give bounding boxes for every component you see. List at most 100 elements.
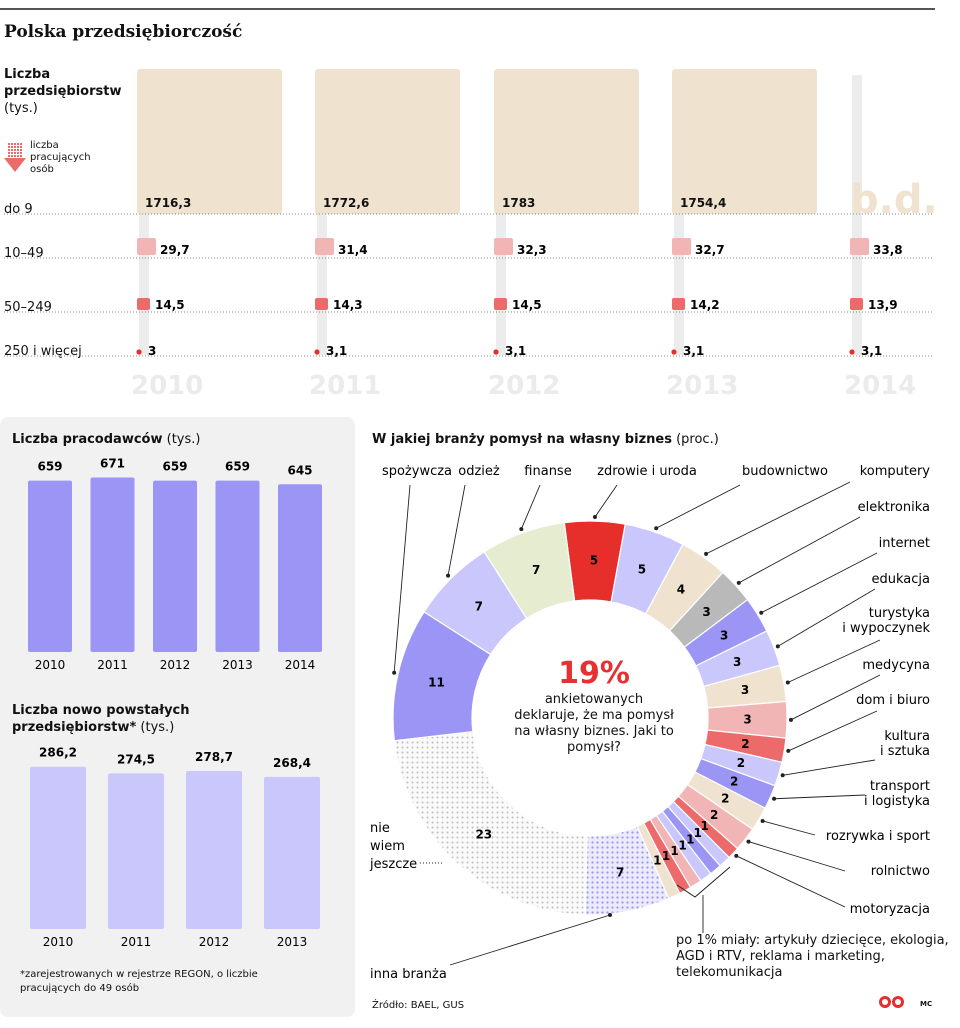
pie-value-label: 2 xyxy=(710,808,718,822)
bar-category-label: 2010 xyxy=(35,658,66,672)
new-enterprises-title: Liczba nowo powstałych przedsiębiorstw* … xyxy=(12,703,190,735)
value-label: 14,5 xyxy=(512,298,542,312)
pie-value-label: 1 xyxy=(694,826,702,840)
arrow-dot xyxy=(17,155,19,157)
year-label: 2014 xyxy=(844,371,916,401)
arrow-head xyxy=(4,158,26,172)
pie-value-label: 2 xyxy=(730,774,738,788)
size-marker xyxy=(315,298,328,310)
value-label: 3,1 xyxy=(683,344,704,358)
micro-enterprise-block xyxy=(315,69,460,214)
leader-dot xyxy=(446,573,451,578)
leader-line xyxy=(449,914,611,966)
pie-category-label: turystyka xyxy=(869,606,930,621)
pie-category-label: internet xyxy=(879,536,930,551)
size-marker xyxy=(671,349,677,355)
no-data-label: b.d. xyxy=(850,177,938,223)
arrow-dot xyxy=(20,146,22,148)
arrow-dot xyxy=(14,149,16,151)
arrow-dot xyxy=(11,155,13,157)
employer-bar xyxy=(90,477,135,652)
leader-line xyxy=(790,674,881,721)
size-marker xyxy=(314,349,320,355)
pie-value-label: 1 xyxy=(686,832,694,846)
pie-category-label: edukacja xyxy=(872,572,930,587)
leader-dot xyxy=(759,610,764,615)
leader-dot xyxy=(746,839,751,844)
pie-value-label: 1 xyxy=(653,853,661,867)
pie-category-label: spożywcza xyxy=(382,464,452,479)
top-rule xyxy=(0,8,935,10)
pie-category-label: rolnictwo xyxy=(871,864,930,879)
leader-dot xyxy=(772,796,777,801)
size-marker xyxy=(494,298,507,310)
size-marker xyxy=(493,349,499,355)
logo-icon xyxy=(879,996,904,1008)
value-label: 3,1 xyxy=(505,344,526,358)
pie-value-label: 3 xyxy=(733,655,741,669)
pie-value-label: 5 xyxy=(590,554,598,568)
size-marker xyxy=(137,298,150,310)
leader-dot xyxy=(775,644,780,649)
down-arrow-icon xyxy=(4,143,26,172)
bar-value-label: 659 xyxy=(162,460,187,474)
size-marker xyxy=(850,238,869,255)
arrow-dot xyxy=(17,149,19,151)
pie-category-label: i logistyka xyxy=(864,794,930,809)
leader-dot xyxy=(760,818,765,823)
bar-category-label: 2012 xyxy=(199,935,230,949)
micro-enterprise-block xyxy=(494,69,639,214)
arrow-dot xyxy=(14,155,16,157)
leader-line xyxy=(787,639,881,683)
pie-category-label: i wypoczynek xyxy=(842,621,930,636)
pie-slice xyxy=(483,522,576,620)
arrow-dot xyxy=(14,146,16,148)
bar-category-label: 2011 xyxy=(97,658,128,672)
bar-category-label: 2012 xyxy=(160,658,191,672)
arrow-dot xyxy=(20,152,22,154)
pie-category-label: i sztuka xyxy=(880,744,930,759)
pie-category-label: wiem xyxy=(370,839,405,854)
pie-category-label: jeszcze xyxy=(369,857,417,872)
others-note: po 1% miały: artykuły dziecięce, ekologi… xyxy=(676,933,949,980)
value-label: 1716,3 xyxy=(145,196,191,210)
row-label: do 9 xyxy=(4,202,33,217)
arrow-dot xyxy=(11,143,13,145)
bar-value-label: 671 xyxy=(100,457,125,471)
page-title: Polska przedsiębiorczość xyxy=(4,22,243,42)
leader-line xyxy=(761,552,878,614)
column-pillar xyxy=(852,75,862,355)
value-label: 1772,6 xyxy=(323,196,369,210)
leader-line xyxy=(705,481,851,555)
leader-dot xyxy=(734,853,739,858)
enterprises-title: Liczba przedsiębiorstw xyxy=(4,67,122,99)
bar-value-label: 659 xyxy=(37,460,62,474)
year-label: 2010 xyxy=(131,371,203,401)
pie-value-label: 5 xyxy=(638,562,646,576)
size-marker xyxy=(850,298,863,310)
pie-value-label: 23 xyxy=(475,827,492,841)
employer-bar xyxy=(153,480,197,652)
pie-category-label: odzież xyxy=(458,464,500,479)
leader-dot xyxy=(788,717,793,722)
pie-slice xyxy=(393,730,588,916)
bar-value-label: 274,5 xyxy=(117,752,155,766)
row-label: 250 i więcej xyxy=(4,344,82,359)
arrow-dot xyxy=(17,152,19,154)
pie-center: 19% ankietowanych deklaruje, że ma pomys… xyxy=(514,658,674,756)
value-label: 14,2 xyxy=(690,298,720,312)
value-label: 29,7 xyxy=(160,243,190,257)
pie-value-label: 4 xyxy=(677,582,685,596)
size-marker xyxy=(315,238,334,255)
bar-category-label: 2013 xyxy=(277,935,308,949)
employer-bar xyxy=(215,480,260,652)
pie-value-label: 11 xyxy=(428,676,445,690)
employer-bar xyxy=(278,484,322,652)
bar-value-label: 278,7 xyxy=(195,750,233,764)
pie-category-label: transport xyxy=(870,779,930,794)
year-label: 2013 xyxy=(666,371,738,401)
leader-dot xyxy=(704,551,709,556)
pie-category-label: rozrywka i sport xyxy=(826,829,930,844)
size-marker xyxy=(136,349,142,355)
arrow-dot xyxy=(17,146,19,148)
